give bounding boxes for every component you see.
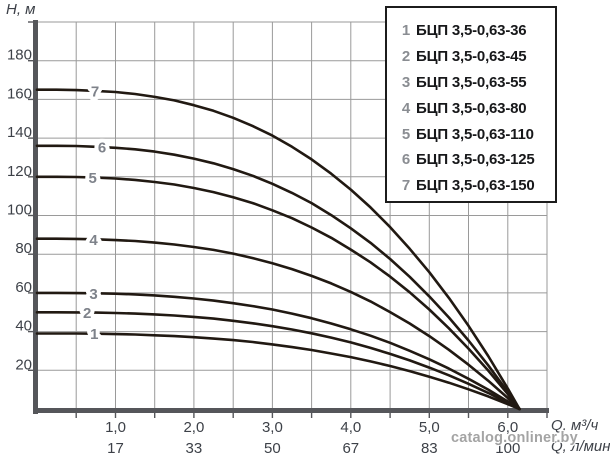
legend-item-label: БЦП 3,5-0,63-80 xyxy=(416,99,527,117)
curve-7 xyxy=(35,88,521,411)
y-tick-label: 20 xyxy=(15,356,32,373)
legend: 1 БЦП 3,5-0,63-36 2 БЦП 3,5-0,63-45 3 БЦ… xyxy=(385,6,557,203)
curve-3 xyxy=(35,291,521,411)
curve-number-label-2: 2 xyxy=(83,305,91,322)
x-tick-labels-lmin: 17 33 50 67 83 100 xyxy=(107,440,520,457)
watermark: catalog.onliner.by xyxy=(451,430,578,446)
legend-item-label: БЦП 3,5-0,63-36 xyxy=(416,22,527,40)
y-tick-label: 160 xyxy=(7,85,32,102)
curve-1 xyxy=(35,332,521,411)
y-tick-label: 40 xyxy=(15,318,32,335)
x-tick-label-m3h: 1,0 xyxy=(105,419,126,436)
legend-item-number: 4 xyxy=(401,99,410,117)
legend-item-number: 5 xyxy=(401,125,410,143)
legend-item: 7 БЦП 3,5-0,63-150 xyxy=(399,173,555,199)
x-axis-bar xyxy=(33,408,549,413)
x-tick-label-m3h: 2,0 xyxy=(183,419,204,436)
curve-5 xyxy=(35,175,521,411)
x-tick-label-lmin: 17 xyxy=(107,440,124,457)
legend-item: 2 БЦП 3,5-0,63-45 xyxy=(399,44,555,70)
y-axis-bar xyxy=(33,20,38,414)
x-tick-label-m3h: 4,0 xyxy=(340,419,361,436)
legend-item: 3 БЦП 3,5-0,63-55 xyxy=(399,70,555,96)
curve-number-label-7: 7 xyxy=(91,83,99,100)
legend-item-label: БЦП 3,5-0,63-55 xyxy=(416,73,527,91)
x-tick-labels-m3h: 1,0 2,0 3,0 4,0 5,0 6,0 xyxy=(105,419,518,436)
legend-item-number: 1 xyxy=(401,22,410,40)
y-tick-labels: 20 40 60 80 100 120 140 160 180 xyxy=(7,47,32,374)
y-tick-label: 140 xyxy=(7,124,32,141)
curve-number-label-6: 6 xyxy=(98,140,106,157)
legend-item-label: БЦП 3,5-0,63-110 xyxy=(416,125,534,143)
x-tick-label-lmin: 83 xyxy=(421,440,438,457)
curve-number-label-1: 1 xyxy=(90,326,98,343)
x-tick-label-m3h: 3,0 xyxy=(262,419,283,436)
tick-marks xyxy=(28,21,548,418)
legend-item-number: 3 xyxy=(401,73,410,91)
axis-bars xyxy=(33,20,549,414)
y-tick-label: 80 xyxy=(15,240,32,257)
legend-item: 6 БЦП 3,5-0,63-125 xyxy=(399,147,555,173)
curve-2 xyxy=(35,310,521,411)
y-tick-label: 180 xyxy=(7,47,32,64)
curve-number-label-4: 4 xyxy=(89,232,98,249)
legend-item: 4 БЦП 3,5-0,63-80 xyxy=(399,95,555,121)
x-tick-label-m3h: 6,0 xyxy=(497,419,518,436)
y-axis-title: H, м xyxy=(6,1,36,18)
x-axis-title-lmin: Q, л/мин xyxy=(551,438,610,455)
x-tick-label-m3h: 5,0 xyxy=(419,419,440,436)
curve-number-label-5: 5 xyxy=(89,170,97,187)
legend-item-label: БЦП 3,5-0,63-125 xyxy=(416,151,535,169)
y-tick-label: 60 xyxy=(15,279,32,296)
legend-item-number: 7 xyxy=(401,177,410,195)
x-tick-label-lmin: 50 xyxy=(264,440,281,457)
curve-number-label-3: 3 xyxy=(89,286,97,303)
legend-item-number: 2 xyxy=(401,48,410,66)
x-tick-label-lmin: 33 xyxy=(186,440,203,457)
legend-item-label: БЦП 3,5-0,63-150 xyxy=(416,177,535,195)
legend-item: 1 БЦП 3,5-0,63-36 xyxy=(399,18,555,44)
x-tick-label-lmin: 67 xyxy=(342,440,359,457)
curve-6 xyxy=(35,144,521,411)
y-tick-label: 120 xyxy=(7,163,32,180)
legend-item: 5 БЦП 3,5-0,63-110 xyxy=(399,121,555,147)
y-tick-label: 100 xyxy=(7,202,32,219)
x-axis-title-m3h: Q, м³/ч xyxy=(551,417,599,434)
curve-4 xyxy=(35,237,521,411)
legend-item-label: БЦП 3,5-0,63-45 xyxy=(416,48,527,66)
x-tick-label-lmin: 100 xyxy=(495,440,520,457)
legend-item-number: 6 xyxy=(401,151,410,169)
